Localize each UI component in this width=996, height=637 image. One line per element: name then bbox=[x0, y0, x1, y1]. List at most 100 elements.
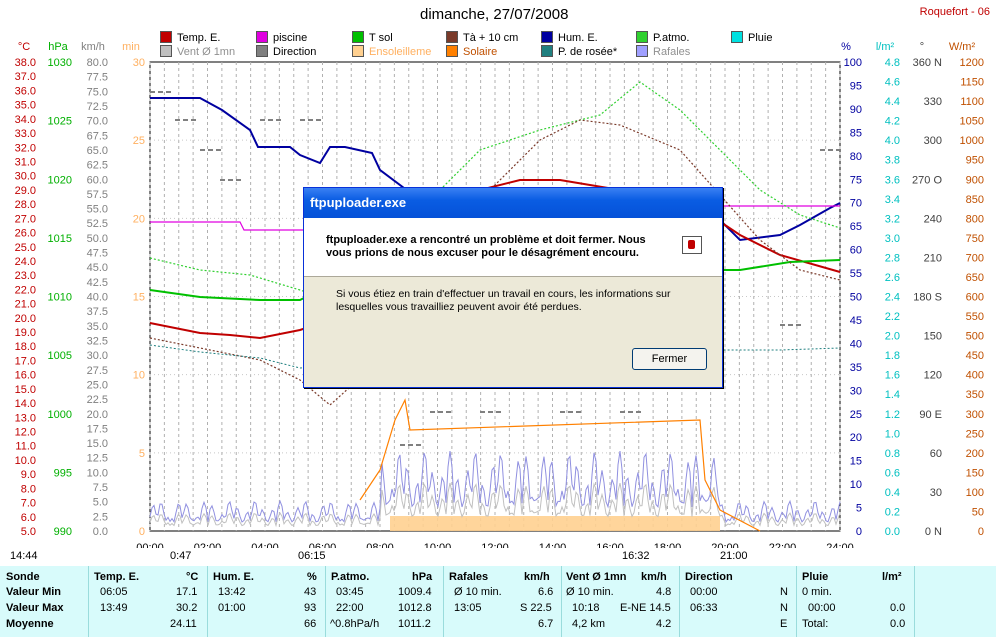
tick-label-min: 10 bbox=[133, 370, 145, 382]
hum-unit: % bbox=[307, 571, 317, 583]
tick-label-rain: 1.0 bbox=[885, 428, 900, 440]
tick-label-temp: 7.0 bbox=[21, 498, 36, 510]
tick-label-deg: 210 bbox=[924, 252, 942, 264]
tick-label-rain: 0.6 bbox=[885, 467, 900, 479]
tick-label-temp: 30.0 bbox=[15, 171, 36, 183]
tick-label-temp: 18.0 bbox=[15, 341, 36, 353]
temp-min: 17.1 bbox=[176, 586, 198, 598]
vent-header: Vent Ø 1mn bbox=[566, 571, 627, 583]
tick-label-kmh: 80.0 bbox=[87, 57, 108, 69]
tick-label-kmh: 17.5 bbox=[87, 423, 108, 435]
legend-direction: Direction bbox=[256, 45, 316, 58]
tick-label-temp: 38.0 bbox=[15, 57, 36, 69]
tick-label-pct: 40 bbox=[850, 338, 862, 350]
divider bbox=[325, 566, 326, 637]
close-button[interactable]: Fermer bbox=[632, 348, 707, 370]
tick-label-min: 25 bbox=[133, 135, 145, 147]
dialog-heading: ftpuploader.exe a rencontré un problème … bbox=[326, 234, 646, 259]
hum-min-time: 13:42 bbox=[218, 586, 246, 598]
tick-label-kmh: 10.0 bbox=[87, 467, 108, 479]
tick-label-temp: 32.0 bbox=[15, 142, 36, 154]
tick-label-deg: 240 bbox=[924, 213, 942, 225]
chart-title: dimanche, 27/07/2008 bbox=[420, 6, 569, 23]
tick-label-min: 30 bbox=[133, 57, 145, 69]
dialog-titlebar[interactable]: ftpuploader.exe bbox=[304, 188, 722, 218]
tick-label-deg: 300 bbox=[924, 135, 942, 147]
tick-label-kmh: 55.0 bbox=[87, 204, 108, 216]
temp-unit: °C bbox=[186, 571, 199, 583]
series-vent bbox=[149, 482, 841, 528]
tick-label-pct: 60 bbox=[850, 245, 862, 257]
tick-label-pct: 80 bbox=[850, 151, 862, 163]
tick-label-temp: 21.0 bbox=[15, 299, 36, 311]
tick-label-rain: 0.8 bbox=[885, 448, 900, 460]
tick-label-kmh: 37.5 bbox=[87, 306, 108, 318]
patmo-avg: 1011.2 bbox=[398, 618, 431, 630]
tick-label-wm2: 0 bbox=[978, 526, 984, 538]
rafales-max: S 22.5 bbox=[520, 602, 552, 614]
tick-label-kmh: 2.5 bbox=[93, 511, 108, 523]
tick-label-min: 0 bbox=[139, 526, 145, 538]
tick-label-kmh: 12.5 bbox=[87, 453, 108, 465]
direction-avg: E bbox=[780, 618, 788, 630]
tick-label-pct: 75 bbox=[850, 174, 862, 186]
row-label-min: Valeur Min bbox=[6, 586, 62, 598]
series-solaire bbox=[359, 398, 761, 532]
tick-label-wm2: 800 bbox=[966, 213, 984, 225]
divider bbox=[561, 566, 562, 637]
series-hum bbox=[150, 97, 841, 242]
tick-label-temp: 22.0 bbox=[15, 284, 36, 296]
tick-label-x: 10:00 bbox=[424, 542, 452, 548]
error-icon bbox=[682, 236, 702, 254]
tick-label-temp: 6.0 bbox=[21, 512, 36, 524]
tick-label-temp: 17.0 bbox=[15, 355, 36, 367]
dialog-message: Si vous étiez en train d'effectuer un tr… bbox=[336, 288, 671, 313]
axis-ticks: 38.0 37.0 36.0 35.0 34.0 33.0 32.0 31.0 30.0 29.0… bbox=[15, 41, 984, 548]
pluie-total: 0.0 bbox=[890, 618, 906, 630]
tick-label-deg: 150 bbox=[924, 331, 942, 343]
tick-label-hpa: 1000 bbox=[48, 409, 72, 421]
tick-label-wm2: 1150 bbox=[960, 77, 984, 89]
tick-label-deg: 0 N bbox=[925, 526, 942, 538]
tick-label-rain: 1.2 bbox=[885, 409, 900, 421]
direction-max-time: 06:33 bbox=[690, 602, 718, 614]
tick-label-temp: 31.0 bbox=[15, 156, 36, 168]
tick-label-rain: 4.8 bbox=[885, 57, 900, 69]
tick-label-kmh: 27.5 bbox=[87, 365, 108, 377]
tick-label-rain: 0.0 bbox=[885, 526, 900, 538]
tick-label-temp: 8.0 bbox=[21, 483, 36, 495]
tick-label-kmh: 40.0 bbox=[87, 292, 108, 304]
row-label-max: Valeur Max bbox=[6, 602, 64, 614]
pluie-max-time: 00:00 bbox=[808, 602, 836, 614]
tick-label-rain: 3.4 bbox=[885, 194, 900, 206]
pluie-header: Pluie bbox=[802, 571, 829, 583]
legend-hum-e: Hum. E. bbox=[541, 31, 598, 44]
tick-label-rain: 2.8 bbox=[885, 252, 900, 264]
tick-label-pct: 5 bbox=[856, 503, 862, 515]
stats-table: Sonde Valeur Min Valeur Max Moyenne Temp… bbox=[0, 566, 996, 637]
tick-label-rain: 4.0 bbox=[885, 135, 900, 147]
tick-label-rain: 2.6 bbox=[885, 272, 900, 284]
tick-label-temp: 37.0 bbox=[15, 71, 36, 83]
rafales-max-time: 13:05 bbox=[454, 602, 482, 614]
series-piscine bbox=[150, 205, 840, 231]
tick-label-pct: 45 bbox=[850, 315, 862, 327]
tick-label-rain: 2.4 bbox=[885, 292, 900, 304]
vent-max-time: 10:18 bbox=[572, 602, 600, 614]
rafales-unit: km/h bbox=[524, 571, 550, 583]
tick-label-rain: 3.0 bbox=[885, 233, 900, 245]
tick-label-wm2: 200 bbox=[966, 448, 984, 460]
legend-temp-e: Temp. E. bbox=[160, 31, 220, 44]
tick-label-pct: 95 bbox=[850, 80, 862, 92]
tick-label-wm2: 750 bbox=[966, 233, 984, 245]
tick-label-wm2: 300 bbox=[966, 409, 984, 421]
divider bbox=[796, 566, 797, 637]
tick-label-hpa: 1020 bbox=[48, 174, 72, 186]
tick-label-deg: 120 bbox=[924, 370, 942, 382]
tick-label-kmh: 47.5 bbox=[87, 248, 108, 260]
tick-label-wm2: 850 bbox=[966, 194, 984, 206]
tick-label-wm2: 550 bbox=[966, 311, 984, 323]
direction-header: Direction bbox=[685, 571, 733, 583]
tick-label-kmh: 35.0 bbox=[87, 321, 108, 333]
tick-label-wm2: 450 bbox=[966, 350, 984, 362]
